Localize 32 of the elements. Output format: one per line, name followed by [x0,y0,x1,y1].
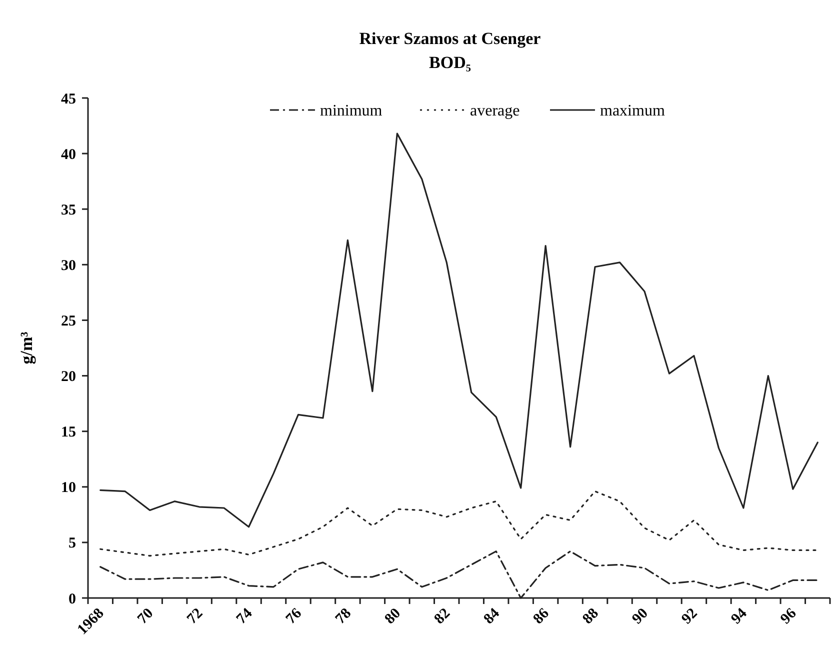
x-tick-label: 90 [629,606,652,628]
x-tick-label: 86 [530,605,553,628]
x-tick-label: 70 [134,606,157,628]
y-tick-label: 35 [61,202,76,218]
legend-label: average [470,102,520,120]
x-tick-label: 78 [332,606,355,628]
line-series [100,490,818,557]
x-tick-label: 80 [382,606,404,628]
y-tick-label: 45 [61,91,76,108]
x-tick-label: 92 [678,606,701,628]
x-tick-label: 88 [580,606,602,628]
y-tick-label: 30 [61,258,76,274]
y-tick-label: 20 [61,369,76,386]
x-tick-label: 72 [184,606,206,628]
x-tick-label: 96 [778,605,800,628]
x-tick-label: 76 [283,605,306,628]
y-tick-label: 0 [68,591,76,608]
x-tick-label: 84 [481,605,504,628]
x-tick-label: 82 [432,606,454,628]
y-tick-label: 10 [61,480,76,496]
chart-subtitle: BOD₅ [429,53,471,72]
legend-label: maximum [600,102,666,120]
legend-label: minimum [320,102,383,120]
x-tick-label: 94 [728,605,751,628]
x-tick-label: 74 [234,605,256,628]
y-tick-label: 15 [61,424,76,441]
y-axis-title: g/m³ [17,332,36,364]
y-tick-label: 5 [68,536,76,552]
chart-title: River Szamos at Csenger [359,29,542,48]
y-tick-label: 40 [61,146,76,163]
y-tick-label: 25 [61,313,76,330]
line-series [100,132,818,528]
